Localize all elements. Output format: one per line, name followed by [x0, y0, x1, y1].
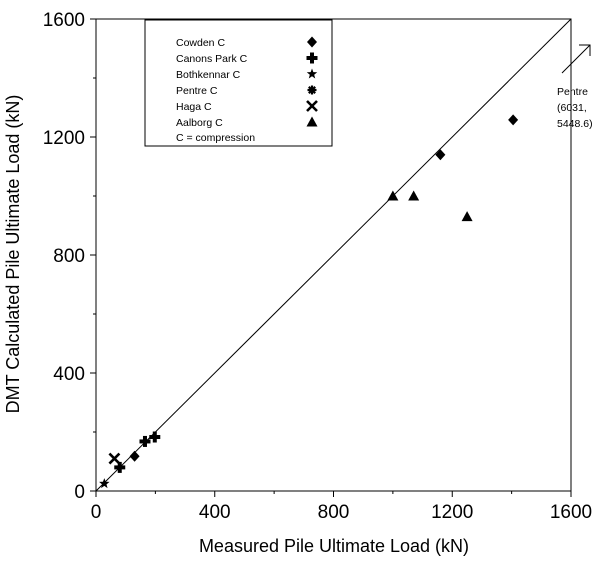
- point-aalborg-c: [408, 190, 420, 201]
- point-aalborg-c: [387, 190, 399, 201]
- legend-label-bothkennar: Bothkennar C: [176, 69, 241, 81]
- y-tick-label: 1600: [43, 10, 85, 31]
- y-tick-label: 1200: [43, 128, 85, 149]
- point-canons-park-c: [149, 431, 161, 443]
- legend: Cowden C Canons Park C Bothkennar C Pent…: [144, 19, 333, 147]
- legend-marker-aalborg-c-shape: [306, 116, 318, 127]
- x-tick-label: 1200: [431, 502, 473, 523]
- y-axis-title: DMT Calculated Pile Ultimate Load (kN): [3, 95, 23, 414]
- x-axis: 0 400 800 1200 1600: [91, 491, 592, 523]
- legend-marker-cowden-c-shape: [307, 36, 317, 48]
- x-tick-label: 0: [91, 502, 102, 523]
- y-tick-label: 0: [74, 482, 85, 503]
- one-to-one-line-path: [95, 18, 572, 492]
- point-canons-park-c-bar-v: [117, 461, 122, 473]
- x-tick-label: 800: [318, 502, 350, 523]
- x-tick-label: 1600: [550, 502, 592, 523]
- legend-marker-aalborg-c: [306, 116, 318, 127]
- one-to-one-line: [95, 18, 572, 492]
- y-tick-label: 400: [53, 364, 85, 385]
- point-aalborg-c-shape: [387, 190, 399, 201]
- legend-marker-pentre-c: [307, 85, 317, 95]
- x-tick-label: 400: [199, 502, 231, 523]
- point-aalborg-c-shape: [461, 211, 473, 222]
- pentre-annotation: Pentre (6031, 5448.6): [557, 44, 593, 130]
- point-haga-c-stroke-b: [108, 452, 121, 465]
- point-cowden-c: [129, 450, 140, 462]
- point-canons-park-c: [114, 461, 126, 473]
- point-canons-park-c-bar-v: [152, 431, 157, 443]
- point-aalborg-c-shape: [408, 190, 420, 201]
- annotation-line-3: 5448.6): [557, 118, 593, 130]
- legend-label-canons-park: Canons Park C: [176, 53, 248, 65]
- legend-marker-bothkennar-c-shape: [306, 68, 318, 79]
- legend-box: [144, 19, 333, 147]
- annotation-line-2: (6031,: [557, 102, 587, 114]
- y-tick-label: 800: [53, 246, 85, 267]
- point-bothkennar-c-shape: [99, 478, 110, 489]
- legend-marker-haga-c: [306, 100, 318, 112]
- point-canons-park-c-bar-v: [142, 435, 147, 447]
- point-haga-c: [108, 452, 121, 465]
- legend-marker-canons-park-c: [306, 52, 318, 64]
- annotation-line-1: Pentre: [557, 86, 588, 98]
- legend-marker-pentre-c-spoke: [308, 86, 316, 94]
- point-cowden-c: [435, 149, 446, 161]
- legend-markers: [306, 36, 318, 127]
- point-cowden-c: [508, 114, 519, 126]
- legend-label-cowden: Cowden C: [176, 37, 225, 49]
- point-canons-park-c: [139, 435, 151, 447]
- point-bothkennar-c: [99, 478, 110, 489]
- legend-note: C = compression: [176, 132, 255, 144]
- x-axis-title: Measured Pile Ultimate Load (kN): [199, 536, 469, 556]
- legend-marker-cowden-c: [307, 36, 317, 48]
- legend-label-aalborg: Aalborg C: [176, 117, 223, 129]
- legend-marker-haga-c-stroke-b: [306, 100, 318, 112]
- point-aalborg-c: [461, 211, 473, 222]
- legend-marker-canons-park-c-bar-v: [310, 52, 314, 64]
- legend-marker-bothkennar-c: [306, 68, 318, 79]
- point-cowden-c-shape: [129, 450, 140, 462]
- point-cowden-c-shape: [435, 149, 446, 161]
- annotation-arrow-head: [579, 44, 591, 56]
- legend-label-haga: Haga C: [176, 101, 212, 113]
- data-points: [99, 114, 519, 489]
- point-cowden-c-shape: [508, 114, 519, 126]
- y-axis: 0 400 800 1200 1600: [43, 10, 96, 503]
- legend-label-pentre: Pentre C: [176, 85, 218, 97]
- annotation-arrow-shaft: [561, 44, 591, 74]
